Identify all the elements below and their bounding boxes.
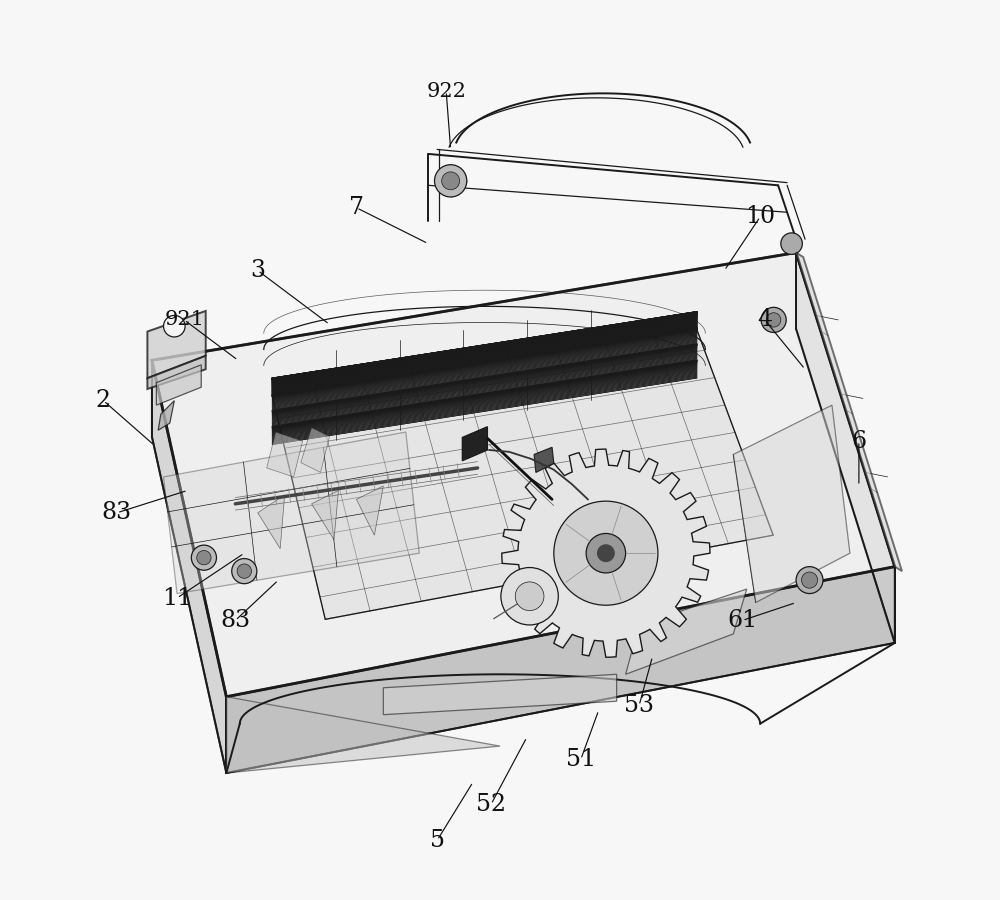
Text: 2: 2	[96, 389, 111, 412]
Text: 51: 51	[566, 748, 596, 771]
Polygon shape	[796, 253, 895, 643]
Polygon shape	[152, 253, 895, 697]
Text: 6: 6	[851, 429, 866, 453]
Polygon shape	[502, 449, 710, 657]
Circle shape	[191, 545, 216, 571]
Circle shape	[197, 551, 211, 565]
Circle shape	[761, 307, 786, 332]
Text: 3: 3	[250, 259, 265, 282]
Polygon shape	[226, 697, 500, 773]
Text: 53: 53	[624, 694, 654, 717]
Text: 5: 5	[430, 829, 445, 851]
Circle shape	[597, 544, 615, 562]
Circle shape	[501, 568, 558, 625]
Circle shape	[801, 572, 818, 589]
Polygon shape	[383, 674, 617, 715]
Text: 922: 922	[426, 82, 466, 101]
Circle shape	[796, 567, 823, 594]
Polygon shape	[164, 432, 419, 594]
Polygon shape	[147, 310, 206, 378]
Text: 52: 52	[476, 793, 506, 816]
Polygon shape	[733, 405, 850, 602]
Polygon shape	[796, 253, 902, 572]
Circle shape	[766, 312, 781, 327]
Text: 7: 7	[349, 196, 364, 220]
Text: 11: 11	[162, 587, 192, 609]
Text: 921: 921	[164, 310, 204, 329]
Polygon shape	[301, 428, 330, 473]
Circle shape	[164, 315, 185, 337]
Polygon shape	[226, 567, 895, 773]
Circle shape	[237, 564, 251, 579]
Polygon shape	[258, 495, 285, 549]
Polygon shape	[626, 590, 747, 674]
Circle shape	[781, 233, 802, 255]
Circle shape	[515, 582, 544, 610]
Circle shape	[435, 165, 467, 197]
Text: 10: 10	[745, 205, 775, 229]
Polygon shape	[152, 360, 226, 773]
Text: 61: 61	[727, 609, 757, 632]
Circle shape	[442, 172, 460, 190]
Polygon shape	[356, 486, 383, 536]
Text: 83: 83	[220, 609, 250, 632]
Polygon shape	[267, 432, 303, 477]
Polygon shape	[147, 356, 206, 389]
Polygon shape	[272, 329, 773, 619]
Polygon shape	[156, 364, 201, 405]
Polygon shape	[534, 447, 554, 473]
Circle shape	[232, 559, 257, 584]
Text: 83: 83	[102, 501, 132, 525]
Circle shape	[554, 501, 658, 605]
Polygon shape	[462, 427, 487, 461]
Polygon shape	[312, 491, 338, 540]
Polygon shape	[158, 400, 174, 430]
Circle shape	[586, 534, 626, 573]
Text: 4: 4	[757, 309, 772, 331]
